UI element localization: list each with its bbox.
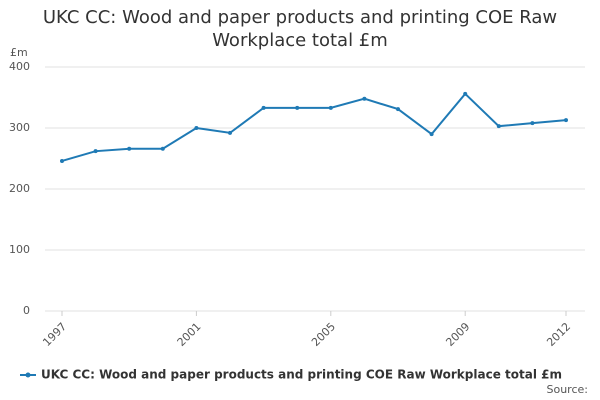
y-axis-label: £m <box>10 46 28 59</box>
point <box>328 105 333 110</box>
point <box>463 91 468 96</box>
y-tick-label: 400 <box>9 60 30 73</box>
y-tick-label: 0 <box>23 304 30 317</box>
point <box>194 126 199 130</box>
x-tick-label: 2005 <box>309 320 338 349</box>
point <box>228 130 232 135</box>
point <box>429 132 434 137</box>
point <box>564 118 568 123</box>
source: Source: <box>547 383 589 396</box>
point <box>261 105 266 110</box>
x-tick-label: 2001 <box>175 320 204 349</box>
y-tick-label: 200 <box>9 182 30 195</box>
x-tick-label: 2012 <box>544 320 573 349</box>
point <box>295 105 300 110</box>
legend-marker <box>25 372 31 378</box>
point <box>496 124 501 129</box>
y-tick-label: 100 <box>9 243 30 256</box>
point <box>60 158 64 163</box>
x-tick-label: 1997 <box>40 320 69 349</box>
point <box>362 96 367 101</box>
point <box>127 146 132 151</box>
y-tick-label: 300 <box>9 121 30 134</box>
point <box>396 107 400 112</box>
point <box>530 121 535 126</box>
chart-title: UKC CC: Wood and paper products and prin… <box>42 7 558 51</box>
point <box>160 146 165 151</box>
point <box>93 149 98 154</box>
x-tick-label: 2009 <box>443 320 472 349</box>
line <box>61 92 567 162</box>
legend-label: UKC CC: Wood and paper products and prin… <box>41 368 562 382</box>
